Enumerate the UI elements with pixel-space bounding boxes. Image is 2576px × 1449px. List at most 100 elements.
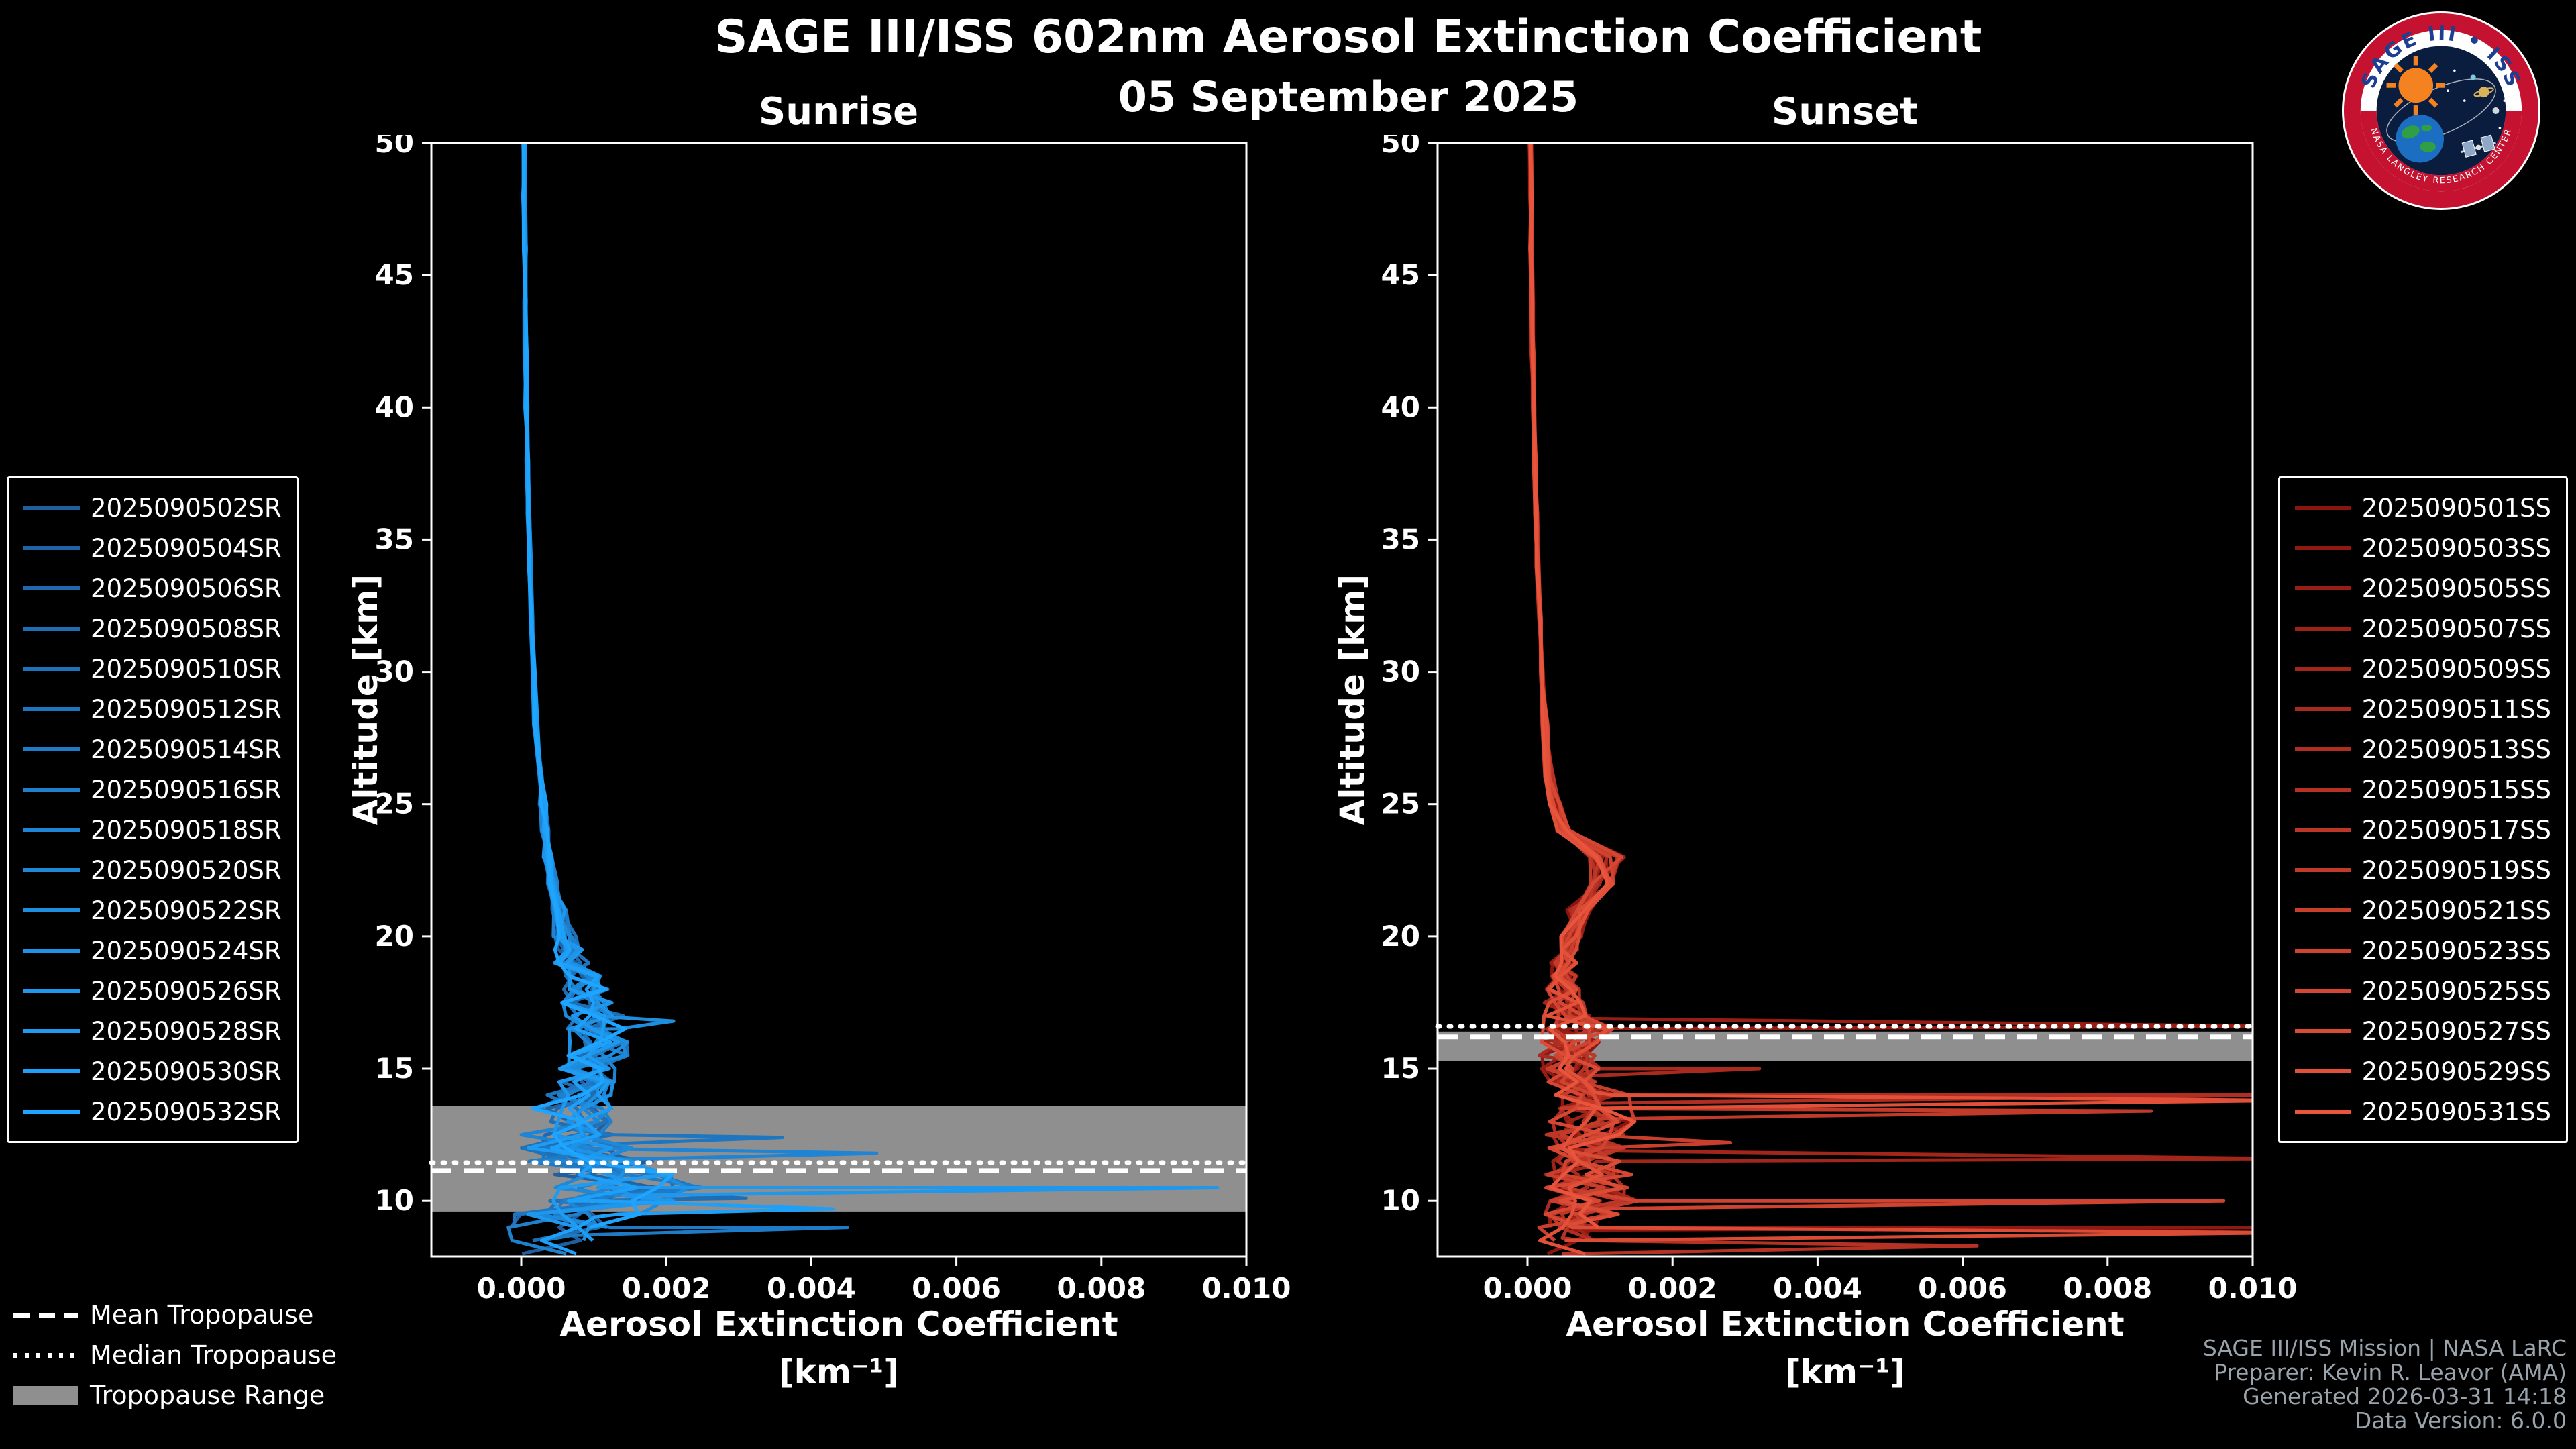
legend-line-swatch [2294, 586, 2351, 590]
tropopause-range-label: Tropopause Range [90, 1381, 325, 1410]
y-tick-label: 20 [375, 920, 414, 953]
legend-label: 2025090527SS [2361, 1016, 2551, 1046]
legend-line-swatch [2294, 1069, 2351, 1073]
legend-line-swatch [23, 1110, 80, 1114]
x-tick-label: 0.000 [1483, 1272, 1572, 1305]
tropopause-range-legend-item: Tropopause Range [13, 1375, 337, 1415]
legend-label: 2025090526SR [91, 976, 282, 1006]
footer-preparer-line: Preparer: Kevin R. Leavor (AMA) [2214, 1359, 2567, 1385]
legend-item: 2025090506SR [23, 568, 282, 608]
legend-label: 2025090522SR [91, 896, 282, 925]
iss-icon [2461, 134, 2496, 158]
x-tick-label: 0.002 [622, 1272, 711, 1305]
legend-item: 2025090513SS [2294, 729, 2551, 769]
y-tick-label: 15 [375, 1052, 414, 1085]
profile-line [512, 143, 784, 1228]
legend-label: 2025090521SS [2361, 896, 2551, 925]
profile-line [521, 143, 1220, 1230]
legend-item: 2025090525SS [2294, 971, 2551, 1011]
y-tick-label: 45 [1381, 258, 1420, 291]
legend-line-swatch [2294, 828, 2351, 832]
legend-label: 2025090507SS [2361, 614, 2551, 643]
legend-line-swatch [23, 546, 80, 550]
legend-label: 2025090519SS [2361, 855, 2551, 885]
tropopause-legend: Mean Tropopause Median Tropopause Tropop… [13, 1295, 337, 1415]
legend-label: 2025090532SR [91, 1097, 282, 1126]
legend-item: 2025090522SR [23, 890, 282, 930]
x-tick-label: 0.006 [912, 1272, 1001, 1305]
legend-item: 2025090509SS [2294, 649, 2551, 689]
dotted-line-swatch [13, 1352, 78, 1358]
legend-item: 2025090523SS [2294, 930, 2551, 971]
legend-line-swatch [23, 908, 80, 912]
legend-line-swatch [23, 586, 80, 590]
legend-line-swatch [23, 828, 80, 832]
legend-item: 2025090519SS [2294, 850, 2551, 890]
legend-item: 2025090507SS [2294, 608, 2551, 649]
legend-line-swatch [2294, 1029, 2351, 1033]
legend-label: 2025090509SS [2361, 654, 2551, 684]
legend-label: 2025090530SR [91, 1057, 282, 1086]
sage-iss-logo: SAGE III • ISS NASA LANGLEY RESEARCH CEN… [2341, 11, 2541, 211]
profile-line [522, 143, 748, 1242]
legend-line-swatch [2294, 747, 2351, 751]
y-tick-label: 30 [1381, 655, 1420, 688]
legend-label: 2025090523SS [2361, 936, 2551, 965]
x-tick-label: 0.010 [2208, 1272, 2298, 1305]
footer-generated-line: Generated 2026-03-31 14:18 [2243, 1383, 2567, 1409]
x-tick-label: 0.004 [767, 1272, 856, 1305]
footer: SAGE III/ISS Mission | NASA LaRC Prepare… [2203, 1336, 2567, 1433]
legend-item: 2025090515SS [2294, 769, 2551, 810]
sunrise-chart-svg: 0.000 0.002 0.004 0.006 0.008 0.010 10 15 20 25 30… [375, 126, 1291, 1305]
y-tick-label: 45 [375, 258, 414, 291]
mean-tropopause-legend-item: Mean Tropopause [13, 1295, 337, 1335]
legend-label: 2025090528SR [91, 1016, 282, 1046]
legend-line-swatch [23, 949, 80, 953]
planets-icons [2470, 74, 2500, 114]
legend-line-swatch [23, 989, 80, 993]
sunrise-x-axis-label: Aerosol Extinction Coefficient [559, 1305, 1118, 1344]
footer-version-line: Data Version: 6.0.0 [2354, 1407, 2567, 1434]
sunset-chart-svg: 0.000 0.002 0.004 0.006 0.008 0.010 10 15 20 25 30… [1381, 126, 2298, 1305]
legend-line-swatch [23, 1069, 80, 1073]
median-tropopause-legend-item: Median Tropopause [13, 1335, 337, 1375]
legend-item: 2025090520SR [23, 850, 282, 890]
legend-label: 2025090514SR [91, 735, 282, 764]
legend-label: 2025090512SR [91, 694, 282, 724]
plot-frame [430, 142, 1248, 1258]
legend-label: 2025090516SR [91, 775, 282, 804]
legend-item: 2025090532SR [23, 1091, 282, 1132]
legend-item: 2025090518SR [23, 810, 282, 850]
legend-item: 2025090527SS [2294, 1011, 2551, 1051]
legend-label: 2025090511SS [2361, 694, 2551, 724]
profile-line [521, 143, 674, 1230]
panel-title-sunrise: Sunrise [758, 90, 919, 133]
mean-tropopause-label: Mean Tropopause [90, 1300, 314, 1330]
legend-item: 2025090502SR [23, 488, 282, 528]
legend-line-swatch [23, 1029, 80, 1033]
legend-label: 2025090504SR [91, 533, 282, 563]
y-tick-label: 25 [375, 788, 414, 820]
legend-line-swatch [2294, 908, 2351, 912]
legend-label: 2025090518SR [91, 815, 282, 845]
legend-line-swatch [23, 506, 80, 510]
sunrise-series-legend: 2025090502SR 2025090504SR 2025090506SR 2025… [7, 476, 299, 1143]
legend-item: 2025090514SR [23, 729, 282, 769]
legend-label: 2025090524SR [91, 936, 282, 965]
plot-frame [1436, 142, 2254, 1258]
legend-item: 2025090503SS [2294, 528, 2551, 568]
legend-line-swatch [23, 707, 80, 711]
legend-label: 2025090505SS [2361, 574, 2551, 603]
legend-line-swatch [23, 667, 80, 671]
x-tick-label: 0.004 [1773, 1272, 1862, 1305]
legend-item: 2025090511SS [2294, 689, 2551, 729]
sunset-plot: 0.000 0.002 0.004 0.006 0.008 0.010 10 15 20 25 30… [1320, 126, 2303, 1336]
figure-date: 05 September 2025 [1118, 72, 1579, 121]
profile-line [1529, 143, 2153, 1228]
profile-line [1527, 143, 2253, 1228]
y-tick-label: 15 [1381, 1052, 1420, 1085]
stars [2447, 69, 2506, 129]
sunset-series-legend: 2025090501SS 2025090503SS 2025090505SS 2025… [2277, 476, 2568, 1143]
y-tick-label: 40 [375, 390, 414, 423]
legend-line-swatch [23, 747, 80, 751]
